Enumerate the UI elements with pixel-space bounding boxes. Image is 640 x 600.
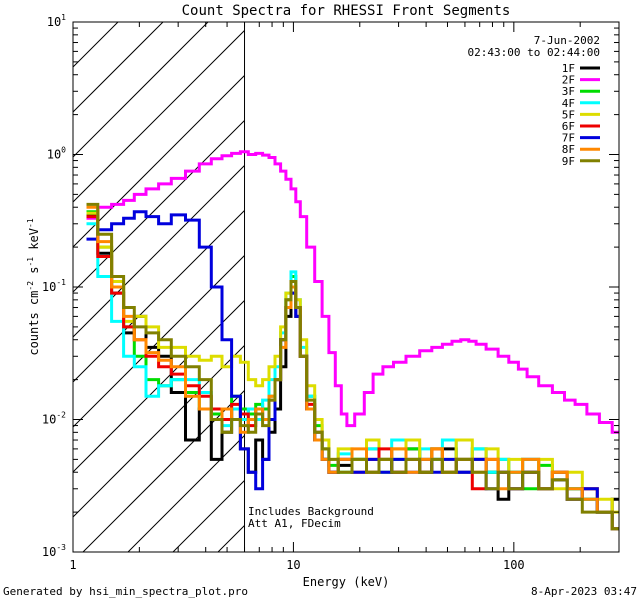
hatched-region bbox=[72, 21, 245, 553]
y-tick-label: 10-1 bbox=[42, 278, 66, 294]
y-tick-label: 101 bbox=[47, 13, 66, 29]
x-tick-label: 10 bbox=[286, 558, 300, 572]
x-axis-label: Energy (keV) bbox=[303, 575, 390, 589]
hatch-line bbox=[72, 21, 164, 113]
hatch-line bbox=[72, 210, 245, 383]
legend-label: 5F bbox=[562, 108, 575, 121]
y-axis-label-exp: -2 bbox=[26, 281, 35, 291]
legend-label: 4F bbox=[562, 97, 575, 110]
y-axis-label-units: counts cm bbox=[27, 291, 41, 356]
hatch-line bbox=[72, 30, 245, 203]
legend-label: 7F bbox=[562, 132, 575, 145]
series-layer bbox=[86, 150, 619, 531]
legend-label: 2F bbox=[562, 74, 575, 87]
series-6f bbox=[86, 215, 619, 531]
annotation-attenuator: Att A1, FDecim bbox=[248, 517, 341, 530]
chart-title: Count Spectra for RHESSI Front Segments bbox=[182, 3, 511, 19]
y-axis-label-exp: -1 bbox=[26, 218, 35, 228]
hatch-line bbox=[72, 21, 209, 158]
series-3f bbox=[86, 210, 619, 531]
axis-ticks bbox=[72, 21, 620, 553]
y-axis-label: counts cm-2 s-1 keV-1 bbox=[26, 218, 41, 355]
hatch-line bbox=[127, 435, 245, 553]
x-tick-label: 1 bbox=[69, 558, 76, 572]
legend-label: 1F bbox=[562, 62, 575, 75]
x-tick-labels: 1 10 100 bbox=[69, 558, 524, 572]
y-tick-label: 10-3 bbox=[42, 543, 66, 559]
series-8f bbox=[86, 205, 619, 531]
series-4f bbox=[86, 222, 619, 531]
series-7f bbox=[86, 210, 619, 531]
legend-label: 3F bbox=[562, 85, 575, 98]
hatch-line bbox=[72, 345, 245, 518]
hatch-line bbox=[72, 120, 245, 293]
series-5f bbox=[86, 211, 619, 514]
hatch-line bbox=[172, 480, 245, 553]
hatch-line bbox=[72, 165, 245, 338]
legend-date: 7-Jun-2002 bbox=[534, 34, 600, 47]
legend-label: 8F bbox=[562, 143, 575, 156]
hatch-line bbox=[82, 390, 245, 553]
hatch-line bbox=[72, 21, 119, 68]
footer-generator: Generated by hsi_min_spectra_plot.pro bbox=[3, 585, 248, 598]
y-axis-label-units: keV bbox=[27, 228, 41, 257]
series-9f bbox=[86, 202, 619, 531]
legend-label: 9F bbox=[562, 155, 575, 168]
legend-time-range: 02:43:00 to 02:44:00 bbox=[468, 46, 600, 59]
annotation-background: Includes Background bbox=[248, 505, 374, 518]
legend-label: 6F bbox=[562, 120, 575, 133]
y-axis-label-units: s bbox=[27, 267, 41, 281]
y-tick-labels: 10-3 10-2 10-1 100 101 bbox=[42, 13, 66, 559]
y-tick-label: 10-2 bbox=[42, 411, 66, 427]
series-2f bbox=[86, 150, 619, 434]
y-tick-label: 100 bbox=[47, 146, 66, 162]
hatch-line bbox=[217, 525, 245, 553]
hatch-line bbox=[72, 75, 245, 248]
y-axis-label-exp: -1 bbox=[26, 257, 35, 267]
x-tick-label: 100 bbox=[503, 558, 525, 572]
footer-timestamp: 8-Apr-2023 03:47 bbox=[531, 585, 637, 598]
